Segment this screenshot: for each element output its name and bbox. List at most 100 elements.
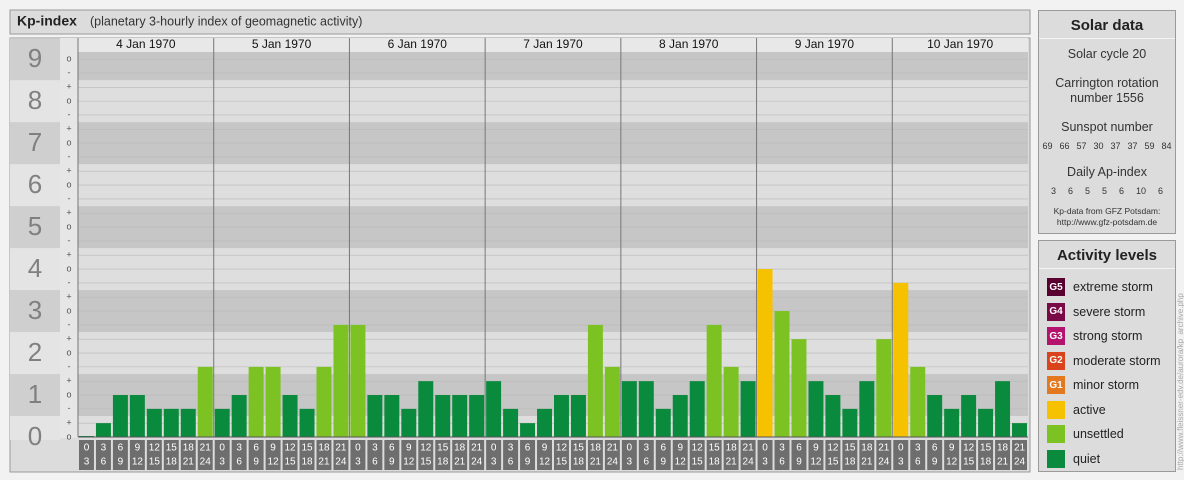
hour-box <box>333 440 349 470</box>
hour-start: 12 <box>284 443 296 454</box>
hour-box <box>486 440 502 470</box>
day-label: 9 Jan 1970 <box>795 37 855 51</box>
legend-label: quiet <box>1073 451 1101 466</box>
bar <box>808 381 824 437</box>
title-bar <box>9 9 1031 35</box>
y-minor-label: - <box>68 151 71 161</box>
hour-end: 12 <box>675 457 687 468</box>
legend: G5 extreme storm G4 severe storm G3 strong st… <box>1039 275 1175 471</box>
y-minor-label: + <box>66 250 71 260</box>
hour-start: 3 <box>779 443 785 454</box>
hour-box <box>774 440 790 470</box>
hour-box <box>452 440 468 470</box>
hour-start: 15 <box>437 443 449 454</box>
hour-end: 18 <box>573 457 585 468</box>
sunspot-value: 37 <box>1110 141 1121 151</box>
hour-end: 9 <box>253 457 259 468</box>
ap-label: Daily Ap-index <box>1067 165 1147 179</box>
day-label: 4 Jan 1970 <box>116 37 176 51</box>
ap-value: 5 <box>1101 186 1107 196</box>
legend-label: moderate storm <box>1073 353 1161 368</box>
bar <box>638 381 654 437</box>
hour-end: 15 <box>284 457 296 468</box>
hour-end: 9 <box>796 457 802 468</box>
hour-box <box>248 440 264 470</box>
hour-box <box>825 440 841 470</box>
chart-subtitle: (planetary 3-hourly index of geomagnetic… <box>90 14 362 28</box>
hour-end: 3 <box>491 457 497 468</box>
bar <box>570 395 586 437</box>
y-minor-label: o <box>66 54 71 64</box>
bar <box>163 408 179 437</box>
hour-box <box>1012 440 1027 470</box>
bar <box>384 395 400 437</box>
bar <box>893 282 909 437</box>
ap-value: 6 <box>1067 186 1073 196</box>
bar <box>944 408 960 437</box>
hour-start: 15 <box>166 443 178 454</box>
sunspot-label: Sunspot number <box>1061 120 1153 134</box>
hour-end: 12 <box>403 457 415 468</box>
hour-end: 21 <box>590 457 602 468</box>
hour-end: 6 <box>236 457 242 468</box>
hour-box <box>435 440 451 470</box>
hour-start: 6 <box>525 443 531 454</box>
bar <box>706 324 722 437</box>
axis-band <box>10 80 60 123</box>
legend-label: active <box>1073 402 1106 417</box>
axis-band <box>10 122 60 165</box>
level-band <box>78 416 1028 437</box>
hour-start: 0 <box>355 443 361 454</box>
hour-end: 21 <box>454 457 466 468</box>
bar <box>1012 423 1027 437</box>
hour-end: 6 <box>101 457 107 468</box>
bar <box>146 408 162 437</box>
hour-start: 21 <box>743 443 755 454</box>
y-tick-label: 1 <box>28 379 42 409</box>
bar <box>299 408 315 437</box>
hour-end: 24 <box>471 457 483 468</box>
y-tick-label: 4 <box>28 253 42 283</box>
bar <box>282 395 298 437</box>
legend-item: G1 minor storm <box>1039 373 1175 398</box>
hour-end: 18 <box>980 457 992 468</box>
hour-box <box>978 440 994 470</box>
hour-box <box>95 440 111 470</box>
legend-item: quiet <box>1039 447 1175 472</box>
source-text: Kp-data from GFZ Potsdam: <box>1053 206 1161 216</box>
hour-box <box>893 440 909 470</box>
hour-box <box>367 440 383 470</box>
hour-start: 6 <box>796 443 802 454</box>
y-tick-label: 2 <box>28 337 42 367</box>
hour-end: 15 <box>827 457 839 468</box>
bar <box>791 339 807 437</box>
ap-value: 6 <box>1119 186 1125 196</box>
hour-box <box>316 440 332 470</box>
bar <box>859 381 875 437</box>
legend-label: minor storm <box>1073 378 1139 393</box>
y-tick-label: 0 <box>28 421 42 451</box>
hour-start: 6 <box>253 443 259 454</box>
day-label: 5 Jan 1970 <box>252 37 312 51</box>
bar <box>978 408 994 437</box>
hour-end: 9 <box>525 457 531 468</box>
hour-start: 9 <box>542 443 548 454</box>
hour-start: 12 <box>149 443 161 454</box>
bar <box>231 395 247 437</box>
bar <box>825 395 841 437</box>
legend-label: extreme storm <box>1073 280 1153 295</box>
y-minor-label: o <box>66 347 71 357</box>
y-minor-label: - <box>68 319 71 329</box>
hour-start: 3 <box>644 443 650 454</box>
bar <box>214 408 230 437</box>
solar-title: Solar data <box>1039 11 1175 39</box>
axis-band <box>10 416 60 440</box>
bar <box>927 395 943 437</box>
legend-swatch: G5 <box>1047 278 1065 297</box>
credit: http://www.fleissner-edv.de/aurora/kp_ar… <box>1176 293 1184 470</box>
hour-start: 15 <box>301 443 313 454</box>
hour-box <box>740 440 756 470</box>
y-minor-label: + <box>66 292 71 302</box>
legend-swatch: G4 <box>1047 302 1065 321</box>
